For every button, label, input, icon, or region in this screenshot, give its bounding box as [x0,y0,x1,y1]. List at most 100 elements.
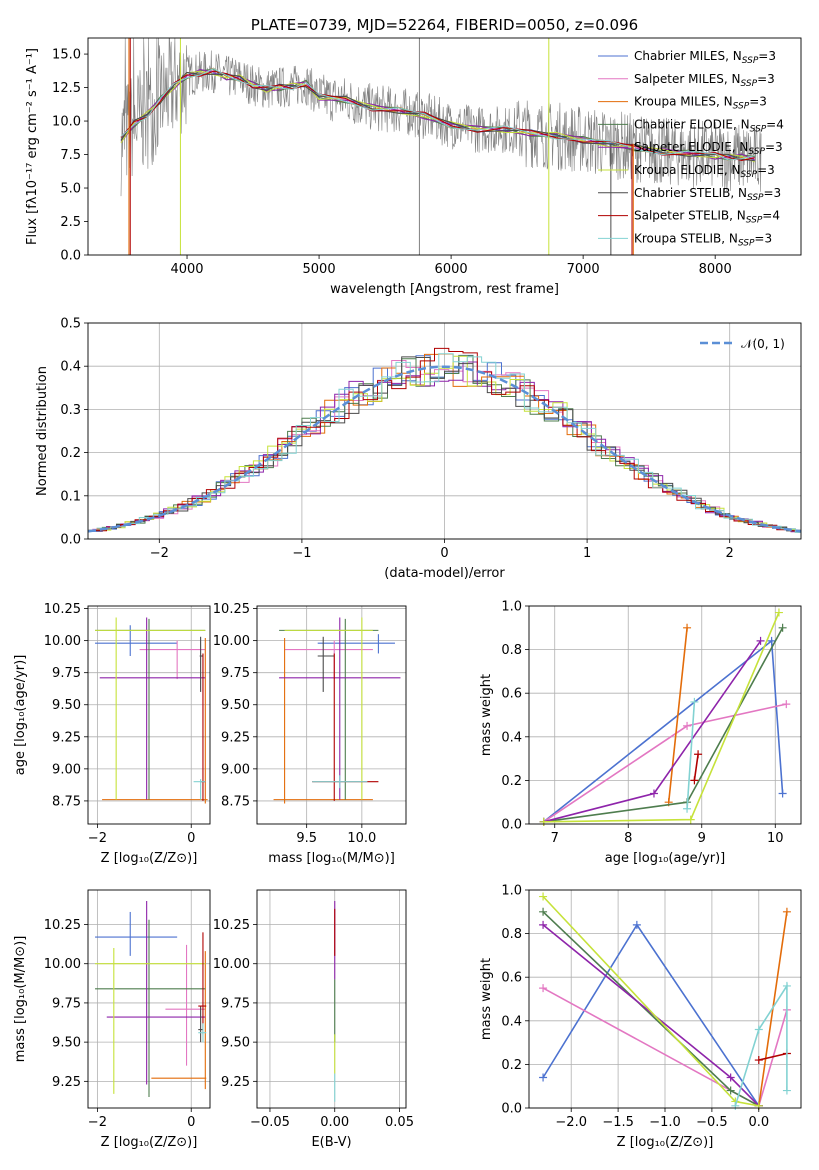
x-tick-label: 9.5 [296,831,317,846]
legend-entry: Kroupa MILES, NSSP=3 [634,95,767,112]
weight-point-marker [539,984,548,993]
x-axis-label: (data-model)/error [384,566,505,581]
chart-title: PLATE=0739, MJD=52264, FIBERID=0050, z=0… [251,16,638,34]
weight-point-marker [782,907,791,916]
axes-frame [87,605,211,825]
x-tick-label: −0.05 [250,1115,290,1130]
y-tick-label: 9.25 [221,730,250,745]
legend-subscript: SSP [750,124,767,134]
model-spectrum-line [120,70,755,163]
x-tick-label: 0.00 [320,1115,349,1130]
y-tick-label: 9.25 [52,730,81,745]
weight-point-marker [726,1073,735,1082]
x-tick-label: −2 [88,831,107,846]
axes-frame [528,889,802,1109]
x-tick-label: 5000 [303,262,336,277]
legend-subscript: SSP [746,216,763,226]
y-tick-label: 0.8 [501,927,522,942]
residual-histogram [92,347,801,532]
weight-series-line [686,701,696,809]
x-tick-label: 4000 [170,262,203,277]
y-tick-label: 10.00 [213,957,250,972]
x-axis-label: E(B-V) [311,1135,351,1150]
residual-histogram [92,360,801,531]
y-tick-label: 8.75 [221,794,250,809]
y-tick-label: 10.25 [44,918,81,933]
y-tick-label: 9.75 [221,666,250,681]
legend-subscript: SSP [738,238,755,248]
legend-entry: Salpeter ELODIE, NSSP=3 [634,140,783,157]
data-layer [87,38,802,1110]
gaussian-curve [87,365,802,533]
axes-frame [87,889,211,1109]
weight-point-marker [782,981,791,990]
y-axis-label: Normed distribution [35,366,50,496]
y-tick-label: 10.0 [52,115,81,130]
y-tick-label: 7.5 [60,148,81,163]
x-axis-label: Z [log₁₀(Z/Z⊙)] [101,1135,198,1150]
y-tick-label: 0.6 [501,687,522,702]
legend-suffix: =4 [762,209,780,223]
legend-entry: Salpeter STELIB, NSSP=4 [634,209,780,226]
y-tick-label: 2.5 [60,215,81,230]
weight-point-marker [683,804,692,813]
weight-point-marker [690,776,699,785]
residual-histogram [96,353,801,533]
weight-point-marker [726,1086,735,1095]
axes-frame [256,889,407,1109]
x-tick-label: 1 [583,546,591,561]
x-axis-label: Z [log₁₀(Z/Z⊙)] [101,851,198,866]
weight-point-marker [782,700,791,709]
residual-histogram [88,356,801,532]
y-tick-label: 0.1 [60,489,81,504]
legend-entry: Kroupa ELODIE, NSSP=3 [634,163,775,180]
y-tick-label: 10.00 [44,957,81,972]
y-tick-label: 0.0 [60,249,81,264]
y-tick-label: 0.8 [501,643,522,658]
y-tick-label: 0.4 [501,1014,522,1029]
weight-series-line [693,754,699,781]
model-spectrum-line [120,70,755,162]
legend-suffix: =3 [749,95,767,109]
x-tick-label: 0.05 [385,1115,414,1130]
weight-point-marker [683,623,692,632]
y-tick-label: 10.25 [213,918,250,933]
legend-subscript: SSP [741,79,758,89]
y-tick-label: 9.00 [221,762,250,777]
y-tick-label: 9.50 [52,1036,81,1051]
axes-frame [528,605,802,825]
y-tick-label: 9.00 [52,762,81,777]
weight-point-marker [767,636,776,645]
weight-series-line [543,612,780,823]
weight-point-marker [778,623,787,632]
y-axis-label: mass [log₁₀(M/M⊙)] [13,936,28,1063]
weight-point-marker [632,920,641,929]
axes-layer [84,37,802,1112]
legend-entry: Salpeter MILES, NSSP=3 [634,72,775,89]
residual-histogram [92,361,801,533]
weight-point-marker [694,750,703,759]
y-tick-label: 0.6 [501,971,522,986]
x-tick-label: 0.0 [748,1115,769,1130]
weight-point-marker [686,815,695,824]
legend-subscript: SSP [747,193,764,203]
x-tick-label: 0 [187,1115,195,1130]
y-tick-label: 0.5 [60,317,81,332]
weight-point-marker [539,892,548,901]
weight-point-marker [539,817,548,826]
y-axis-label: mass weight [479,674,494,756]
axes-frame [256,605,407,825]
legend-subscript: SSP [741,170,758,180]
x-tick-label: −1.5 [602,1115,634,1130]
x-tick-label: 9 [698,831,706,846]
x-axis-label: age [log₁₀(age/yr)] [605,851,726,866]
y-tick-label: 9.50 [221,1036,250,1051]
weight-point-marker [539,1073,548,1082]
y-tick-label: 10.25 [44,602,81,617]
y-tick-label: 0.4 [501,730,522,745]
y-tick-label: 8.75 [52,794,81,809]
weight-point-marker [754,1025,763,1034]
weight-point-marker [731,1101,740,1110]
x-tick-label: 7000 [567,262,600,277]
